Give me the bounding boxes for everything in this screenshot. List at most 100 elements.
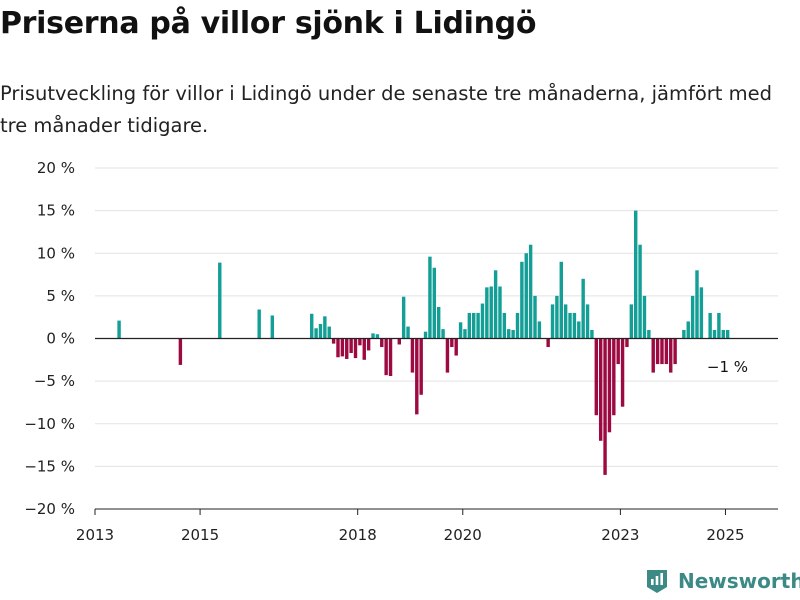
bar [441,329,445,339]
bar [721,329,725,339]
bar [336,338,340,358]
bar [458,322,463,339]
bar [318,324,323,339]
bar [450,338,454,348]
bar [550,304,555,339]
bar [331,338,336,344]
bar [218,262,222,339]
bar [485,287,489,339]
bar [117,320,121,339]
bar [507,329,511,339]
bar [708,312,712,339]
bar [520,261,524,339]
bar [397,338,401,345]
bar [178,338,183,365]
bar [371,333,375,339]
bar [327,326,331,339]
bar [598,338,603,441]
bar [686,321,690,339]
bar [537,321,542,339]
x-axis: 2013 2015 2018 2020 2023 2025 [76,508,778,544]
bar [480,303,485,339]
bar [511,329,515,339]
bar [384,338,388,376]
y-tick-label: 20 % [37,159,75,177]
bar [345,338,349,359]
bar [353,338,358,359]
bar [524,253,528,339]
bar [682,329,686,339]
bar [690,295,695,339]
bar [607,338,612,433]
bar [725,329,730,339]
bar [410,338,415,373]
bar [572,312,577,339]
x-tick-label: 2025 [706,526,744,544]
bar [647,329,651,339]
bar [712,329,717,339]
y-tick-label: 15 % [37,202,75,220]
bar [445,338,450,373]
bar [577,321,581,339]
bar [603,338,607,475]
bar [594,338,599,416]
y-tick-label: −20 % [24,500,75,518]
bar [629,304,634,339]
bar [423,331,428,339]
bar [563,304,568,339]
bar [362,338,366,360]
y-tick-label: 10 % [37,244,75,262]
bar [699,287,704,339]
bar [717,312,721,339]
chart-subtitle: Prisutveckling för villor i Lidingö unde… [0,82,773,137]
bar [467,312,472,339]
bar [310,313,314,339]
x-tick-label: 2020 [444,526,482,544]
bar [612,338,616,416]
bar [493,270,498,339]
chart-title: Priserna på villor sjönk i Lidingö [0,6,537,41]
bar [419,338,423,395]
bar [358,338,362,346]
bar [463,329,467,339]
x-tick-label: 2015 [181,526,219,544]
y-tick-label: −10 % [24,415,75,433]
bar [428,256,432,339]
bar [375,334,380,339]
bar [472,312,476,339]
bar [349,338,353,353]
bar [634,210,638,339]
y-tick-label: −15 % [24,457,75,475]
bar [476,312,480,339]
bar [257,309,261,339]
bar [673,338,677,365]
y-tick-label: −5 % [34,372,75,390]
bar [620,338,625,407]
bar [515,312,520,339]
bar [625,338,629,348]
y-tick-label: 0 % [46,330,75,348]
x-tick-label: 2013 [76,526,114,544]
bar [638,244,642,339]
bar [533,295,537,339]
brand-name: Newsworthy [678,569,800,593]
bar [660,338,664,365]
bar [616,338,620,365]
bar [401,296,406,339]
bar [664,338,669,365]
bar [323,316,327,339]
bar [642,295,647,339]
bar [454,338,458,356]
y-axis-ticks: −20 % −15 % −10 % −5 % 0 % 5 % 10 % 15 % 20 % [24,159,75,518]
x-tick-label: 2018 [339,526,377,544]
bar [581,278,585,339]
bar [502,312,507,339]
bar [380,338,384,348]
bar [559,261,563,339]
bar [651,338,655,373]
bar [415,338,419,415]
bar [340,338,345,357]
bar [528,244,533,339]
x-tick-label: 2023 [601,526,639,544]
